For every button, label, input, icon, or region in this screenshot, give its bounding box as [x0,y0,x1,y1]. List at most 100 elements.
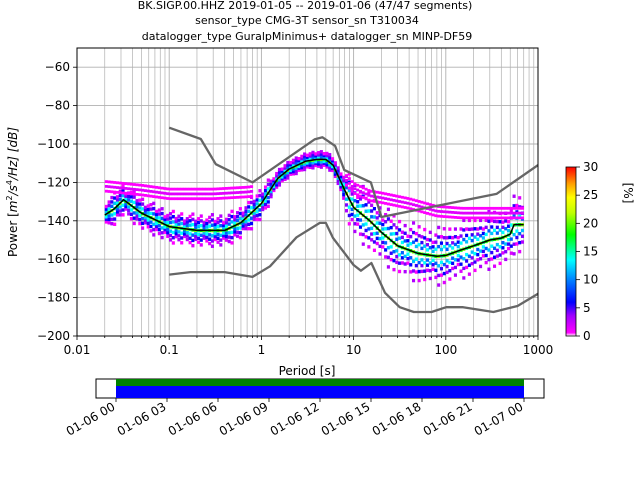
density-cell [448,205,452,209]
density-cell [356,195,360,199]
density-cell [395,254,399,259]
density-cell [127,208,131,213]
y-tick-label: −60 [45,60,70,74]
density-cell [199,238,203,242]
density-cell [241,216,245,221]
density-cell [344,185,349,190]
density-cell [163,225,167,229]
density-cell [305,157,309,161]
density-cell [350,187,354,191]
density-cell [414,204,418,207]
density-cell [442,205,446,209]
density-cell [400,195,404,199]
density-cell [347,186,351,190]
density-cell [470,256,474,260]
density-cell [492,246,497,250]
density-cell [411,269,416,273]
density-cell [289,172,293,176]
density-cell [149,220,153,224]
density-cell [249,200,254,205]
density-cell [347,172,351,176]
density-cell [224,224,228,229]
density-cell [372,207,376,211]
density-cell [353,182,357,186]
density-cell [467,227,471,232]
density-cell [188,219,192,223]
density-cell [353,187,357,191]
density-cell [448,244,452,248]
density-cell [459,227,463,231]
density-cell [300,168,304,172]
density-cell [484,253,488,258]
density-cell [155,185,159,189]
density-cell [230,186,234,190]
density-cell [185,220,189,224]
density-cell [266,200,270,204]
density-cell [459,211,463,215]
density-cell [417,260,421,265]
density-cell [124,191,128,195]
density-cell [495,254,499,258]
density-cell [182,197,187,201]
density-cell [344,197,349,201]
density-cell [490,244,494,248]
density-cell [428,269,432,273]
density-cell [149,194,153,198]
density-cell [219,192,223,195]
density-cell [233,230,237,234]
density-cell [479,264,483,269]
density-cell [127,212,131,216]
density-cell [180,236,184,240]
density-cell [247,190,251,194]
density-cell [490,206,494,210]
density-cell [398,195,402,199]
density-cell [280,177,284,181]
density-cell [467,211,471,215]
density-cell [222,226,226,230]
density-cell [311,153,315,157]
density-cell [238,195,242,199]
density-cell [495,219,499,224]
density-cell [414,199,418,203]
density-cell [224,238,228,242]
colorbar-ticks: 0 5 10 15 20 25 30 [576,160,598,343]
density-cell [490,231,494,236]
density-cell [263,185,268,189]
density-cell [330,164,335,169]
density-cell [378,196,382,199]
density-cell [317,153,321,157]
density-cell [297,158,301,163]
density-cell [266,204,270,208]
density-cell [249,227,254,231]
density-cell [451,210,455,214]
density-cell [166,213,170,218]
density-cell [118,186,122,190]
density-cell [420,210,424,214]
density-cell [378,252,382,256]
density-cell [487,248,491,252]
density-cell [339,185,343,189]
density-cell [132,183,136,186]
density-cell [414,270,418,274]
density-cell [420,269,424,274]
density-cell [317,164,321,168]
density-cell [163,196,167,200]
density-cell [495,225,499,230]
density-cell [512,194,516,198]
density-cell [451,261,455,266]
density-cell [263,202,268,207]
density-cell [347,205,351,209]
density-cell [333,172,337,176]
density-cell [467,218,471,223]
density-cell [448,235,452,240]
density-cell [375,211,379,215]
density-cell [406,234,410,238]
density-cell [504,219,508,223]
density-cell [177,192,181,196]
density-cell [470,261,474,266]
density-cell [434,240,438,244]
timeline-tick-label: 01-06 00 [64,399,118,438]
density-cell [381,218,385,222]
density-cell [487,219,491,223]
density-cell [238,186,242,189]
